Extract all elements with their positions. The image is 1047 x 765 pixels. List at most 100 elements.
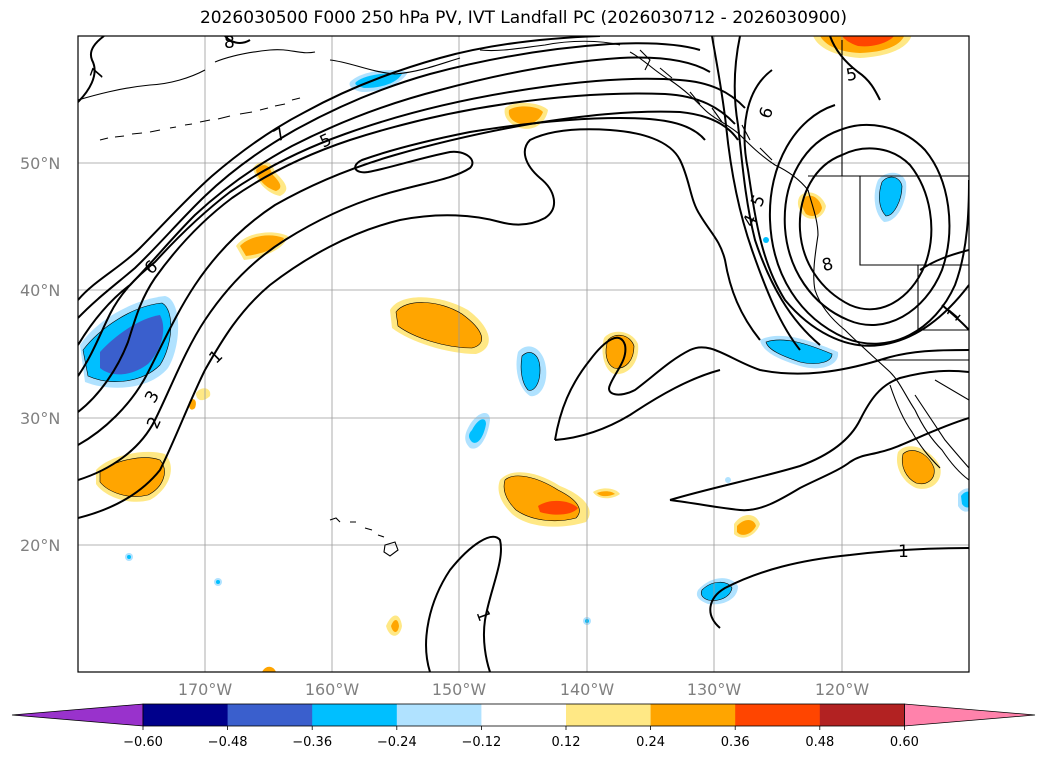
contour-label: 7 — [87, 65, 109, 82]
contour-4 — [78, 92, 736, 413]
coastal-inlets — [639, 49, 773, 161]
contour-closed-low-3 — [768, 104, 969, 345]
colorbar-tick-label: 0.24 — [636, 735, 665, 750]
lon-label-120w: 120°W — [815, 680, 870, 699]
lat-label-50n: 50°N — [20, 154, 60, 173]
contour-label: 6 — [141, 257, 162, 279]
lat-label-40n: 40°N — [20, 281, 60, 300]
contour-1-south — [425, 535, 502, 672]
contour-7-arc — [78, 42, 701, 319]
colorbar-tick-label: 0.48 — [805, 735, 834, 750]
aleutian-islands — [99, 97, 301, 141]
positive-anomaly-170w-32n — [188, 388, 211, 410]
contour-closed-low-1 — [798, 147, 933, 311]
contour-closed-low-6 — [711, 36, 801, 351]
anomaly-outlines — [82, 176, 935, 601]
contour-inner-trough — [554, 369, 721, 441]
contour-label: 5 — [845, 64, 859, 86]
positive-anomaly-167w-43n — [236, 232, 288, 260]
hawaii-islands — [329, 517, 399, 557]
colorbar-tick-label: 0.36 — [721, 735, 750, 750]
colorbar-tick-label: −0.12 — [461, 735, 501, 750]
small-anomaly-dots — [125, 237, 769, 672]
contour-south-low — [669, 417, 969, 512]
colorbar-segment — [650, 704, 736, 726]
map-plot-area: 8 7 7 5 6 1 3 2 5 6 5 4 8 1 1 1 — [78, 33, 969, 672]
contour-8-arc — [78, 36, 601, 301]
positive-anomaly-150w-38n — [390, 297, 489, 354]
colorbar-segment — [735, 704, 821, 726]
contour-label: 6 — [755, 104, 777, 121]
contour-label: 8 — [224, 33, 235, 53]
colorbar-segment — [227, 704, 313, 726]
negative-anomaly-130w-16n — [696, 578, 738, 605]
alaska-coast — [78, 40, 809, 191]
lon-label-170w: 170°W — [178, 680, 233, 699]
positive-anomaly-north-edge — [813, 36, 912, 58]
contour-closed-low-2 — [783, 123, 951, 326]
contour-7-west — [78, 36, 105, 103]
contour-2 — [78, 116, 706, 481]
longitude-labels: 170°W 160°W 150°W 140°W 130°W 120°W — [178, 680, 870, 699]
contour-east-1 — [941, 304, 969, 331]
latitude-labels: 50°N 40°N 30°N 20°N — [20, 154, 60, 555]
contour-south-loop — [669, 369, 969, 501]
contour-label: 8 — [820, 254, 836, 276]
lon-label-160w: 160°W — [305, 680, 360, 699]
contour-1 — [78, 128, 761, 519]
negative-anomaly-124w-35n — [760, 335, 839, 369]
contour-label: 3 — [141, 387, 164, 406]
contour-outer-8 — [224, 36, 251, 44]
colorbar-frame — [142, 703, 905, 727]
colorbar-extend-low — [11, 703, 144, 727]
colorbar-tick-label: −0.24 — [377, 735, 417, 750]
colorbar: −0.60 −0.48 −0.36 −0.24 −0.12 0.12 0.24 0.36 0.4… — [11, 703, 1036, 750]
contour-5-west — [78, 77, 746, 377]
baja-california — [889, 384, 969, 469]
negative-anomaly-148w-29n — [465, 413, 490, 449]
map-title: 2026030500 F000 250 hPa PV, IVT Landfall… — [199, 8, 847, 28]
contour-label: 1 — [472, 607, 494, 624]
north-america-west-coast — [807, 189, 969, 481]
contour-label: 5 — [747, 192, 770, 210]
colorbar-segment — [819, 704, 905, 726]
contour-closed-low-5 — [733, 36, 821, 346]
colorbar-extend-high — [904, 703, 1036, 727]
anomaly-shading — [80, 36, 969, 672]
contour-1-southeast — [709, 547, 969, 629]
lon-label-140w: 140°W — [560, 680, 615, 699]
pv-contours — [78, 36, 969, 672]
colorbar-tick-label: −0.36 — [292, 735, 332, 750]
map-frame — [77, 35, 970, 673]
positive-anomaly-137w-35n — [602, 331, 639, 375]
lon-label-150w: 150°W — [432, 680, 487, 699]
contour-closed-low-4 — [743, 69, 969, 347]
colorbar-tick-label: −0.48 — [208, 735, 248, 750]
positive-anomaly-144w-23n — [498, 472, 590, 527]
contour-label: 2 — [143, 414, 166, 432]
colorbar-tick-label: −0.60 — [123, 735, 163, 750]
contour-5-east — [829, 36, 881, 101]
lat-label-20n: 20°N — [20, 536, 60, 555]
negative-anomaly-east-edge — [958, 488, 969, 512]
positive-anomaly-140w-24n — [593, 488, 620, 499]
colorbar-segment — [481, 704, 567, 726]
contour-3 — [78, 110, 739, 446]
positive-anomaly-southwest — [96, 451, 171, 502]
colorbar-segment — [566, 704, 652, 726]
colorbar-tick-label: 0.60 — [890, 735, 919, 750]
contour-label: 4 — [739, 212, 762, 230]
colorbar-tick-label: 0.12 — [552, 735, 581, 750]
colorbar-segment — [143, 704, 229, 726]
negative-anomaly-160w-57n — [349, 70, 408, 92]
contour-label: 1 — [898, 542, 909, 562]
coastlines — [78, 40, 969, 557]
contour-6-west — [78, 56, 711, 346]
positive-anomaly-128w-21n — [734, 515, 760, 538]
colorbar-segment — [396, 704, 482, 726]
lon-label-130w: 130°W — [687, 680, 742, 699]
colorbar-segment — [312, 704, 398, 726]
contour-dip-center — [554, 336, 969, 441]
negative-anomaly-116w-47n — [874, 172, 907, 222]
lat-label-30n: 30°N — [20, 409, 60, 428]
